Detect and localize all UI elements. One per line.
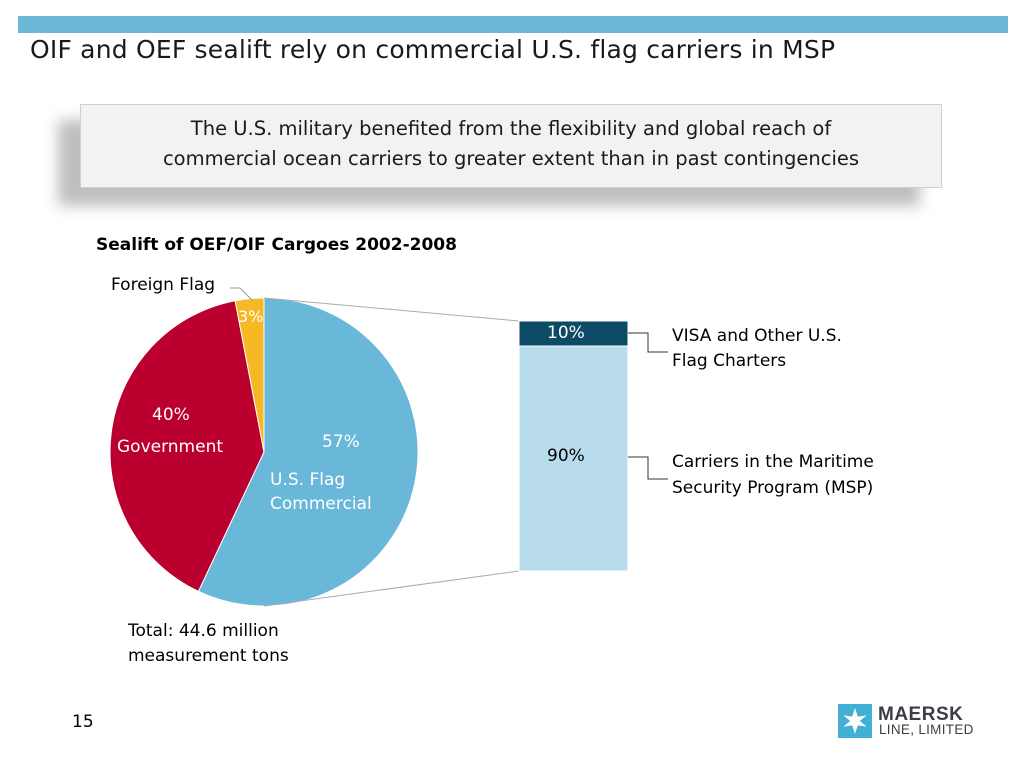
chart-title: Sealift of OEF/OIF Cargoes 2002-2008 (96, 235, 457, 255)
slide-title: OIF and OEF sealift rely on commercial U… (30, 35, 836, 64)
us-flag-label-line1: U.S. Flag (270, 470, 346, 490)
pie-slice-foreign (234, 297, 265, 453)
government-label: Government (117, 437, 224, 457)
logo-sub-text: LINE, LIMITED (879, 722, 974, 737)
callout-line-1: The U.S. military benefited from the fle… (190, 117, 832, 140)
foreign-percent-label: 3% (238, 307, 264, 326)
logo-star-icon (843, 708, 867, 734)
logo-brand-text: MAERSK (878, 704, 964, 725)
visa-label-line1: VISA and Other U.S. (672, 326, 842, 346)
foreign-flag-label: Foreign Flag (111, 275, 216, 295)
visa-percent-label: 10% (547, 323, 585, 343)
total-line-2: measurement tons (128, 646, 289, 666)
visa-label-line2: Flag Charters (672, 351, 787, 371)
pie-chart (109, 297, 419, 607)
leader-line-foreign (230, 287, 253, 301)
us-flag-label-line2: Commercial (270, 494, 372, 514)
total-line-1: Total: 44.6 million (128, 621, 279, 641)
page-number: 15 (72, 712, 94, 732)
connector-line-bottom (263, 570, 520, 607)
pie-slice-government (109, 300, 265, 593)
connector-line-top (263, 297, 520, 322)
callout-line-2: commercial ocean carriers to greater ext… (162, 147, 860, 170)
msp-label-line2: Security Program (MSP) (672, 478, 874, 498)
government-percent-label: 40% (152, 405, 190, 425)
leader-line-msp (628, 456, 668, 480)
msp-percent-label: 90% (547, 446, 585, 466)
maersk-logo (838, 704, 872, 738)
leader-line-visa (628, 332, 668, 353)
callout-box: The U.S. military benefited from the fle… (80, 104, 942, 188)
pie-slice-us-flag (197, 297, 419, 607)
top-accent-bar (18, 16, 1008, 33)
msp-label-line1: Carriers in the Maritime (672, 452, 874, 472)
us-flag-percent-label: 57% (322, 432, 360, 452)
bar-segment-msp (518, 345, 629, 572)
stacked-bar (518, 320, 629, 572)
